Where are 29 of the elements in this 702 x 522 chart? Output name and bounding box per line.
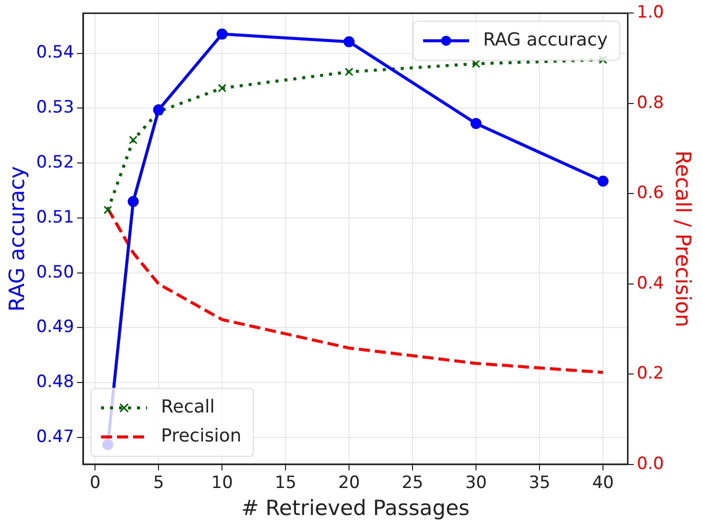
x-tick-label: 30	[465, 473, 487, 494]
x-tick-label: 10	[211, 473, 233, 494]
x-tick-label: 0	[90, 473, 101, 494]
y-tick-label: 0.51	[36, 207, 74, 228]
y-tick-label: 0.49	[36, 317, 74, 338]
y-tick-label: 0.52	[36, 152, 74, 172]
x-tick-label: 15	[274, 473, 296, 494]
y2-axis-title: Recall / Precision	[670, 150, 695, 328]
legend-label: RAG accuracy	[483, 29, 608, 50]
y-tick-label: 0.53	[36, 98, 74, 118]
x-tick-label: 40	[592, 473, 614, 494]
y2-tick-label: 0.0	[636, 454, 664, 474]
y2-tick-label: 0.8	[636, 92, 664, 113]
y-tick-label: 0.50	[36, 262, 74, 282]
x-axis-title: # Retrieved Passages	[241, 496, 470, 520]
y-tick-label: 0.48	[36, 372, 74, 392]
legend-label: Precision	[161, 426, 242, 447]
x-tick-label: 5	[153, 473, 164, 494]
y2-tick-label: 0.2	[636, 364, 664, 384]
y-tick-label: 0.47	[36, 426, 74, 447]
y-axis-title: RAG accuracy	[5, 166, 30, 312]
x-tick-label: 20	[338, 473, 360, 494]
x-tick-label: 25	[402, 473, 424, 494]
y2-tick-label: 0.4	[636, 273, 664, 294]
x-tick-label: 35	[528, 473, 550, 494]
y-tick-label: 0.54	[36, 42, 74, 63]
legend-label: Recall	[161, 396, 215, 418]
y2-tick-label: 0.6	[636, 183, 664, 204]
y2-tick-label: 1.0	[636, 2, 664, 23]
